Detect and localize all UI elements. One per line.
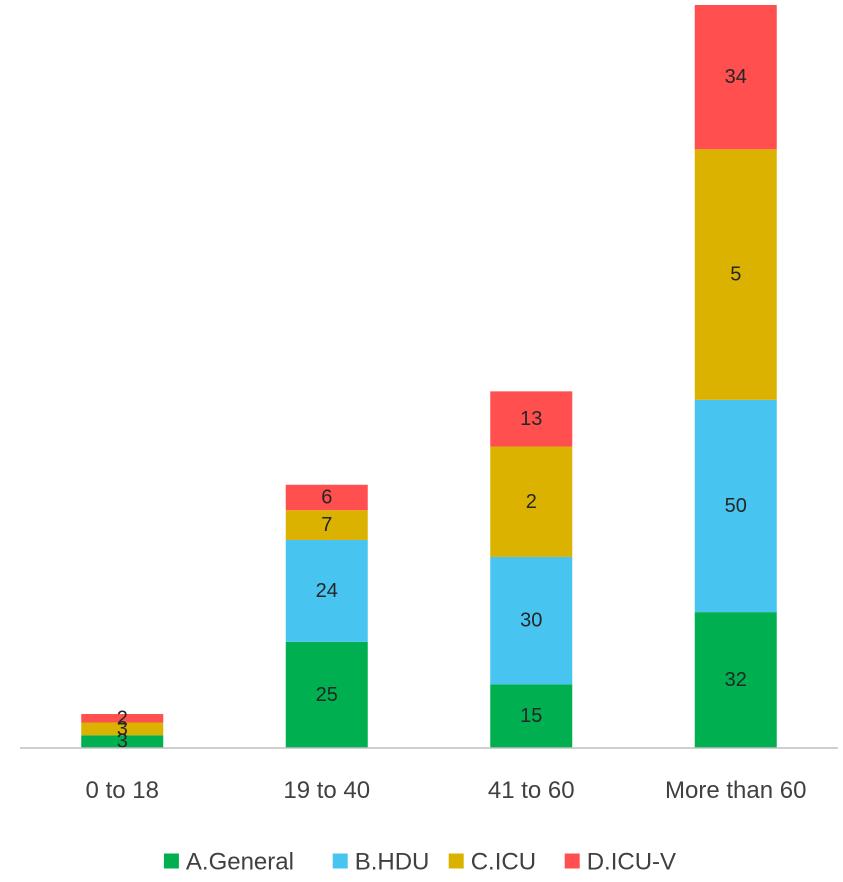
- bar-segment: [490, 556, 573, 685]
- legend-item: A.General: [163, 849, 294, 876]
- legend-swatch: [163, 853, 179, 869]
- data-label: 24: [316, 580, 338, 602]
- legend-swatch: [332, 853, 348, 869]
- legend-item: B.HDU: [332, 849, 430, 876]
- x-tick-labels: 0 to 18 19 to 40 41 to 60 More than 60: [86, 777, 807, 804]
- bar-segment: [694, 399, 777, 613]
- legend-label: A.General: [186, 849, 294, 876]
- data-label: 2: [526, 491, 537, 513]
- bar-segment: [694, 5, 777, 150]
- x-tick-label: More than 60: [665, 777, 806, 804]
- bar-segment: [490, 446, 573, 557]
- data-label: 32: [725, 669, 747, 691]
- x-tick-label: 0 to 18: [86, 777, 159, 804]
- legend: A.General B.HDU C.ICU D.ICU-V: [163, 849, 676, 876]
- bar-segment: [285, 641, 368, 748]
- data-label: 50: [725, 495, 747, 517]
- data-label: 13: [520, 408, 542, 430]
- data-label: 25: [316, 684, 338, 706]
- data-label: 6: [321, 487, 332, 509]
- data-label: 7: [321, 514, 332, 536]
- bar-segment: [285, 539, 368, 642]
- legend-swatch: [448, 853, 464, 869]
- legend-swatch: [564, 853, 580, 869]
- bar-segment: [694, 149, 777, 400]
- data-label: 2: [117, 707, 128, 729]
- data-label: 3: [117, 731, 128, 753]
- bar-segment: [81, 735, 164, 748]
- bar-segment: [285, 484, 368, 511]
- bar-segment: [490, 684, 573, 748]
- data-label: 3: [117, 718, 128, 740]
- bar-segment: [285, 510, 368, 540]
- legend-label: B.HDU: [355, 849, 430, 876]
- data-label: 30: [520, 610, 542, 632]
- x-tick-label: 41 to 60: [488, 777, 575, 804]
- data-label: 5: [730, 264, 741, 286]
- legend-label: C.ICU: [471, 849, 536, 876]
- legend-item: D.ICU-V: [564, 849, 676, 876]
- legend-label: D.ICU-V: [587, 849, 676, 876]
- data-label: 15: [520, 705, 542, 727]
- legend-item: C.ICU: [448, 849, 536, 876]
- bars-layer: [81, 5, 777, 748]
- bar-segment: [490, 391, 573, 447]
- bar-segment: [81, 722, 164, 736]
- x-tick-label: 19 to 40: [283, 777, 370, 804]
- bar-segment: [694, 612, 777, 748]
- data-label: 34: [725, 66, 747, 88]
- bar-segment: [81, 714, 164, 723]
